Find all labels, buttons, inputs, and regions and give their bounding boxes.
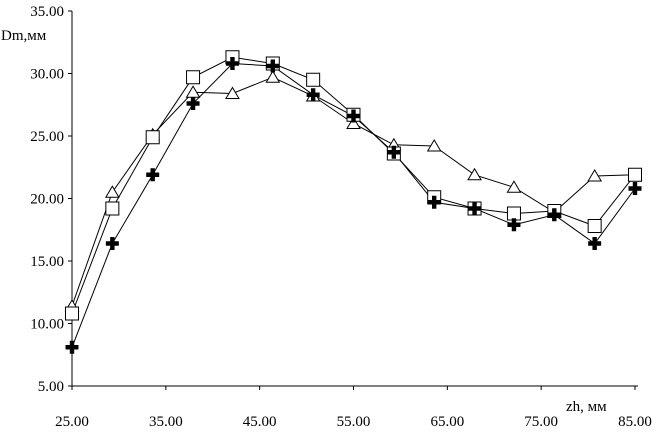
x-tick-label: 55.00 [337,414,371,430]
data-point-square [105,201,120,216]
data-point-square [65,306,79,321]
data-point-triangle [506,180,522,193]
x-axis-ticks: 25.00 35.00 45.00 55.00 65.00 75.00 85.00 [55,386,652,430]
data-point-cross [347,109,360,123]
data-point-cross [105,237,119,250]
data-point-cross [186,97,200,110]
y-tick-label: 15.00 [30,254,64,270]
data-point-triangle [225,86,240,99]
y-tick-label: 30.00 [30,67,64,83]
data-point-triangle [467,167,482,181]
y-tick-label: 20.00 [30,192,64,208]
data-point-cross [588,237,602,250]
x-tick-label: 25.00 [55,414,89,430]
data-point-square [186,70,201,85]
x-tick-label: 85.00 [618,414,652,430]
x-tick-label: 35.00 [149,414,183,430]
x-tick-label: 75.00 [524,414,558,430]
axes [71,11,638,387]
data-point-triangle [426,139,442,152]
data-point-triangle [185,85,201,98]
y-tick-label: 35.00 [30,4,64,20]
series-line-square [71,56,636,314]
data-point-cross [507,218,521,232]
data-point-triangle [265,70,281,83]
data-point-square [628,167,642,182]
data-point-cross [427,195,441,209]
x-tick-label: 65.00 [430,414,464,430]
y-tick-label: 5.00 [38,379,64,395]
data-point-square [306,72,321,87]
data-point-cross [306,88,320,102]
data-point-cross [65,340,79,354]
x-tick-label: 45.00 [243,414,277,430]
data-point-triangle [587,169,603,182]
y-axis-ticks: 5.00 10.00 15.00 20.00 25.00 30.00 35.00 [30,4,72,395]
data-point-cross [468,202,482,215]
y-tick-label: 10.00 [30,317,64,333]
data-point-cross [547,208,561,222]
y-axis-label: Dm,мм [1,28,47,44]
x-axis-label: zh, мм [566,399,607,415]
data-point-cross [225,57,239,70]
series-lines [71,56,636,348]
data-point-cross [266,59,280,73]
data-point-triangle [104,185,120,198]
data-point-triangle [346,116,361,129]
data-point-cross [628,182,642,195]
data-point-square [587,219,602,233]
series-markers [64,50,643,354]
data-point-square [145,130,160,145]
y-tick-label: 25.00 [30,129,64,145]
data-point-square [506,206,521,221]
data-point-cross [387,145,401,159]
data-point-cross [146,168,160,182]
